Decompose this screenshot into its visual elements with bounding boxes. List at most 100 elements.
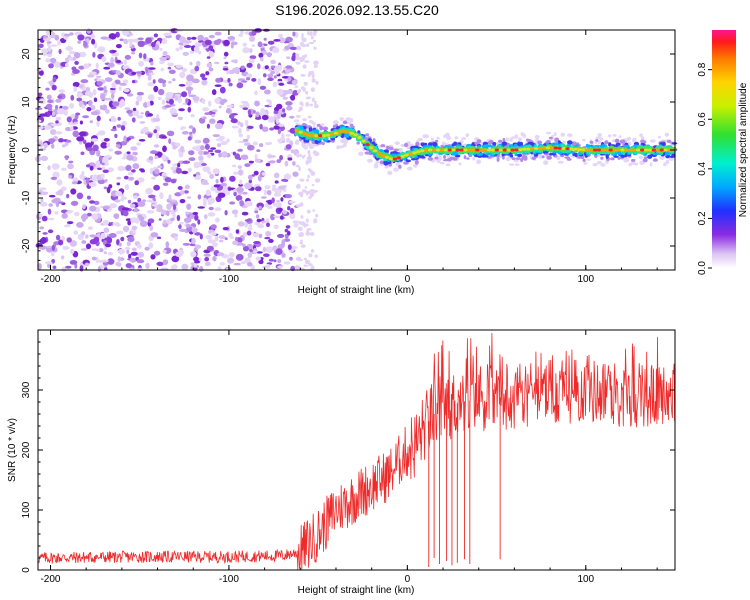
noise-blob bbox=[151, 41, 156, 48]
noise-blob bbox=[115, 144, 121, 148]
noise-blob bbox=[271, 197, 275, 204]
noise-blob bbox=[178, 108, 185, 112]
noise-blob bbox=[306, 209, 311, 214]
ridge-blob bbox=[388, 146, 394, 151]
noise-blob bbox=[111, 81, 117, 89]
noise-blob bbox=[252, 141, 258, 146]
noise-blob bbox=[148, 72, 155, 76]
noise-blob bbox=[275, 70, 280, 75]
noise-blob bbox=[254, 221, 261, 226]
noise-blob bbox=[134, 180, 139, 186]
noise-blob bbox=[52, 265, 57, 269]
ridge-blob bbox=[404, 142, 409, 148]
ridge-blob bbox=[463, 155, 467, 160]
ridge-blob bbox=[356, 141, 361, 145]
ridge-blob bbox=[445, 163, 451, 167]
noise-blob bbox=[106, 142, 111, 148]
noise-blob bbox=[91, 213, 99, 220]
noise-blob bbox=[270, 65, 276, 69]
noise-blob bbox=[201, 77, 208, 81]
noise-blob bbox=[47, 208, 52, 215]
noise-blob bbox=[104, 97, 112, 101]
noise-blob bbox=[162, 51, 168, 56]
ridge-peak bbox=[439, 148, 445, 152]
noise-blob bbox=[149, 224, 154, 231]
noise-blob bbox=[277, 259, 282, 264]
noise-blob bbox=[296, 183, 301, 189]
ridge-peak bbox=[416, 150, 421, 154]
noise-blob bbox=[256, 149, 261, 153]
noise-blob bbox=[238, 183, 243, 187]
noise-blob bbox=[70, 188, 77, 195]
ridge-peak bbox=[471, 148, 476, 152]
noise-blob bbox=[275, 118, 280, 125]
noise-blob bbox=[172, 78, 176, 82]
ridge-peak bbox=[663, 148, 668, 152]
noise-blob bbox=[250, 264, 255, 270]
noise-blob bbox=[282, 108, 286, 113]
noise-blob bbox=[238, 169, 244, 176]
noise-blob bbox=[209, 118, 216, 124]
noise-blob bbox=[138, 60, 145, 67]
noise-blob bbox=[242, 42, 247, 47]
noise-blob bbox=[180, 190, 185, 195]
noise-blob bbox=[295, 56, 301, 61]
noise-blob bbox=[165, 241, 170, 248]
ridge-peak bbox=[588, 148, 594, 152]
y-tick-label: -10 bbox=[21, 190, 32, 205]
noise-blob bbox=[256, 218, 262, 223]
noise-blob bbox=[96, 78, 103, 82]
noise-blob bbox=[107, 167, 115, 172]
noise-blob bbox=[72, 130, 80, 138]
noise-blob bbox=[100, 142, 108, 149]
ridge-blob bbox=[546, 131, 551, 135]
noise-blob bbox=[119, 82, 127, 86]
ridge-blob bbox=[668, 157, 674, 161]
noise-blob bbox=[257, 78, 262, 85]
noise-blob bbox=[312, 209, 316, 212]
noise-blob bbox=[86, 107, 92, 112]
noise-blob bbox=[117, 116, 121, 121]
noise-blob bbox=[81, 170, 85, 176]
noise-blob bbox=[78, 65, 85, 70]
ridge-blob bbox=[395, 162, 400, 166]
noise-blob bbox=[47, 165, 51, 171]
colorbar-tick-label: 0.0 bbox=[697, 261, 708, 275]
ridge-peak bbox=[322, 134, 327, 138]
noise-blob bbox=[305, 178, 310, 182]
ridge-blob bbox=[367, 158, 373, 163]
noise-blob bbox=[298, 259, 304, 262]
noise-blob bbox=[120, 98, 125, 105]
noise-blob bbox=[58, 89, 66, 93]
noise-blob bbox=[261, 172, 266, 176]
noise-blob bbox=[75, 112, 81, 116]
ridge-peak bbox=[341, 129, 346, 133]
noise-blob bbox=[132, 107, 137, 112]
noise-blob bbox=[249, 249, 253, 252]
noise-blob bbox=[247, 262, 253, 267]
noise-blob bbox=[192, 96, 200, 102]
ridge-blob bbox=[582, 158, 586, 162]
ridge-blob bbox=[549, 152, 553, 156]
ridge-peak bbox=[616, 148, 621, 152]
noise-blob bbox=[157, 37, 163, 42]
noise-blob bbox=[188, 150, 195, 156]
noise-blob bbox=[289, 208, 295, 214]
noise-blob bbox=[104, 77, 113, 82]
noise-blob bbox=[153, 184, 161, 191]
noise-blob bbox=[80, 248, 88, 251]
noise-blob bbox=[56, 131, 63, 135]
noise-blob bbox=[188, 82, 193, 86]
noise-blob bbox=[145, 37, 153, 44]
noise-blob bbox=[140, 169, 145, 173]
ridge-blob bbox=[358, 151, 364, 156]
noise-blob bbox=[152, 79, 156, 84]
noise-blob bbox=[91, 256, 97, 261]
noise-blob bbox=[181, 170, 189, 175]
noise-blob bbox=[143, 53, 147, 60]
noise-blob bbox=[276, 88, 284, 96]
noise-blob bbox=[170, 28, 179, 34]
noise-blob bbox=[124, 184, 130, 191]
snr-y-label: SNR (10 * v/v) bbox=[7, 418, 18, 482]
ridge-peak bbox=[541, 146, 547, 150]
